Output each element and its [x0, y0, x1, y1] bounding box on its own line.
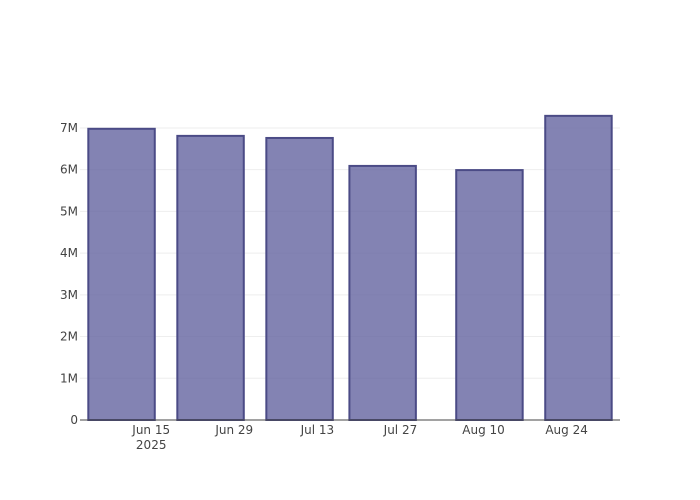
y-tick-label: 6M	[60, 163, 78, 177]
bar	[348, 164, 417, 421]
bar	[265, 136, 334, 421]
bar	[87, 127, 156, 422]
y-tick-label: 5M	[60, 204, 78, 218]
y-tick-label: 4M	[60, 246, 78, 260]
bar	[544, 114, 613, 421]
bar	[455, 169, 524, 421]
bar	[176, 134, 245, 421]
y-tick-label: 3M	[60, 288, 78, 302]
x-tick-label: Jul 13	[300, 423, 335, 437]
y-tick-label: 0	[70, 413, 78, 427]
x-tick-label: Aug 10	[462, 423, 505, 437]
y-tick-label: 2M	[60, 330, 78, 344]
y-tick-label: 7M	[60, 121, 78, 135]
x-tick-label: Jul 27	[383, 423, 418, 437]
y-tick-label: 1M	[60, 371, 78, 385]
x-tick-label: Jun 15 2025	[131, 423, 170, 452]
x-tick-label: Aug 24	[545, 423, 588, 437]
x-tick-label: Jun 29	[214, 423, 253, 437]
